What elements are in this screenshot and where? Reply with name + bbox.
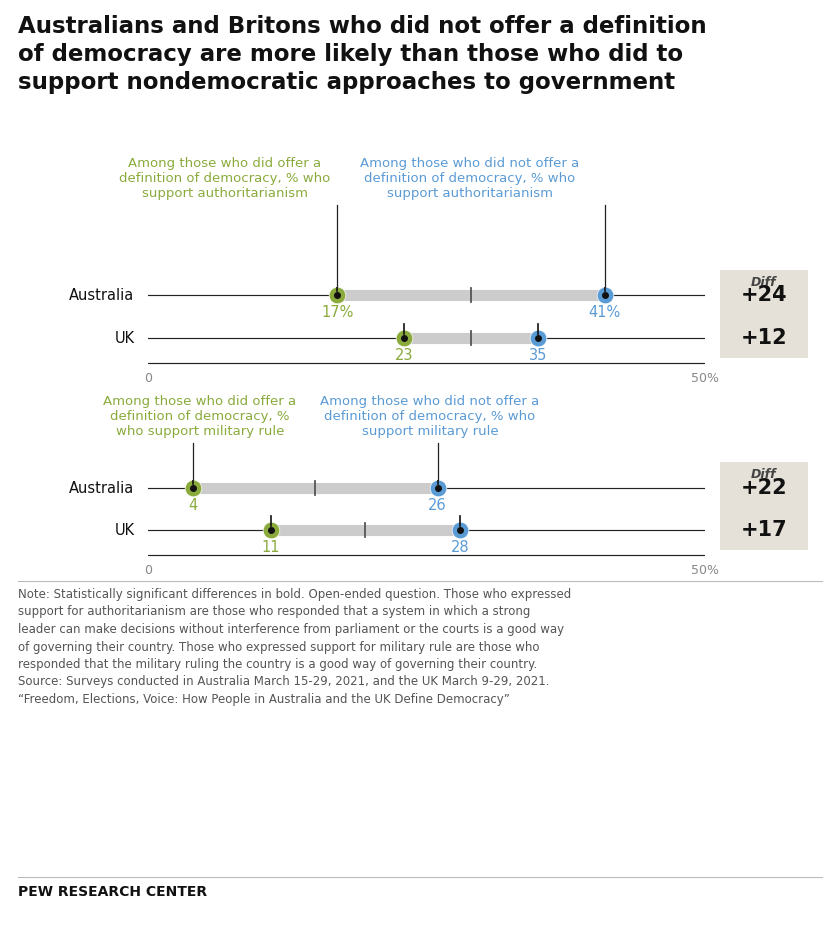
- Text: 35: 35: [528, 348, 547, 363]
- Text: 41%: 41%: [589, 305, 621, 320]
- Text: Among those who did not offer a: Among those who did not offer a: [320, 395, 539, 408]
- Text: Australia: Australia: [70, 287, 134, 302]
- Text: 28: 28: [450, 539, 470, 554]
- Text: 0: 0: [144, 372, 152, 385]
- Text: +17: +17: [741, 520, 787, 540]
- Text: 0: 0: [144, 564, 152, 577]
- Text: definition of democracy, %: definition of democracy, %: [110, 410, 290, 423]
- Text: 50%: 50%: [691, 372, 719, 385]
- Text: +24: +24: [741, 285, 787, 305]
- Text: support authoritarianism: support authoritarianism: [142, 187, 308, 200]
- Text: Diff: Diff: [751, 468, 777, 481]
- Text: UK: UK: [114, 330, 134, 346]
- Text: 17%: 17%: [321, 305, 354, 320]
- Text: 11: 11: [261, 539, 280, 554]
- Text: Australia: Australia: [70, 481, 134, 496]
- Text: definition of democracy, % who: definition of democracy, % who: [119, 172, 331, 185]
- Text: +22: +22: [741, 478, 787, 498]
- Text: support military rule: support military rule: [362, 425, 498, 438]
- Text: 23: 23: [395, 348, 413, 363]
- Text: UK: UK: [114, 523, 134, 538]
- Text: PEW RESEARCH CENTER: PEW RESEARCH CENTER: [18, 885, 207, 899]
- Text: 50%: 50%: [691, 564, 719, 577]
- Text: Diff: Diff: [751, 276, 777, 289]
- Text: Australians and Britons who did not offer a definition
of democracy are more lik: Australians and Britons who did not offe…: [18, 15, 706, 94]
- Text: Note: Statistically significant differences in bold. Open-ended question. Those : Note: Statistically significant differen…: [18, 588, 571, 706]
- Text: who support military rule: who support military rule: [116, 425, 284, 438]
- Text: definition of democracy, % who: definition of democracy, % who: [324, 410, 536, 423]
- Text: Among those who did offer a: Among those who did offer a: [103, 395, 297, 408]
- Text: definition of democracy, % who: definition of democracy, % who: [365, 172, 575, 185]
- Text: support authoritarianism: support authoritarianism: [387, 187, 553, 200]
- Text: Among those who did offer a: Among those who did offer a: [129, 157, 322, 170]
- Text: 4: 4: [188, 498, 197, 512]
- Text: Among those who did not offer a: Among those who did not offer a: [360, 157, 580, 170]
- Text: +12: +12: [741, 328, 787, 348]
- Text: 26: 26: [428, 498, 447, 512]
